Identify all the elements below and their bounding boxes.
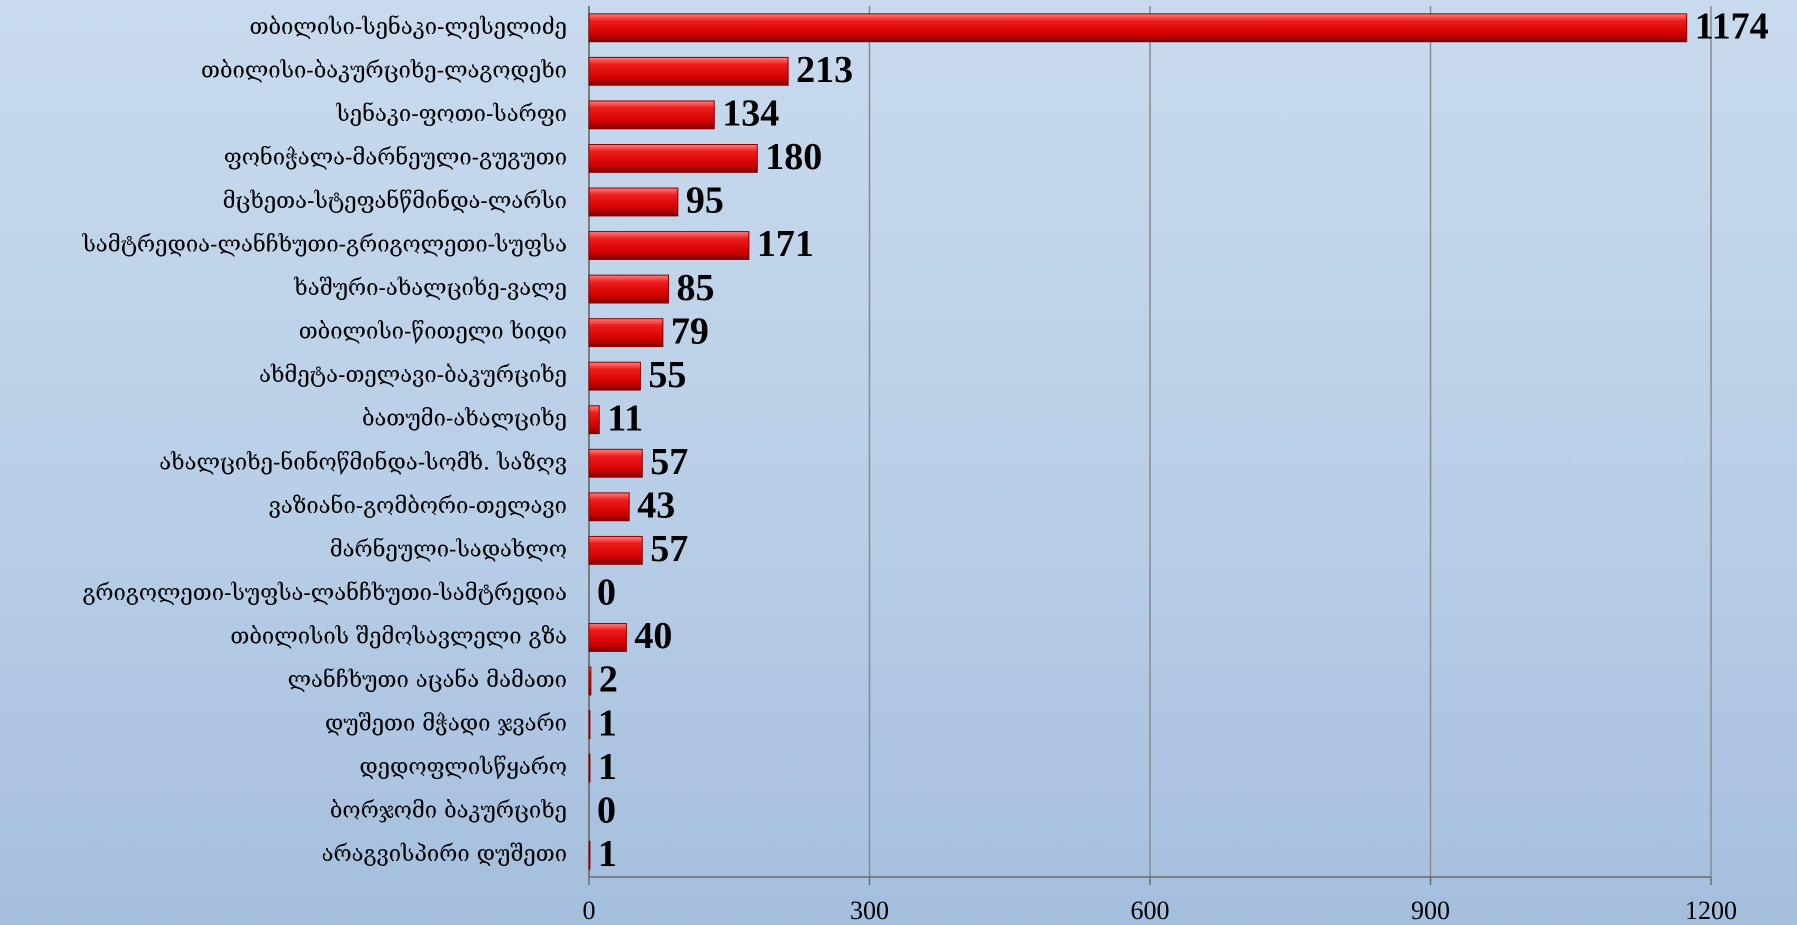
y-tick-label: თბილისი-წითელი ხიდი (299, 320, 567, 345)
data-label: 43 (637, 485, 675, 527)
data-label: 1174 (1695, 5, 1769, 47)
bar (588, 274, 669, 304)
bar (588, 405, 600, 435)
data-label: 134 (722, 93, 779, 135)
y-tick-label: ბორჯომი ბაკურციხე (330, 799, 567, 824)
data-label: 85 (676, 267, 714, 309)
x-tick-label: 1200 (1685, 896, 1737, 925)
y-tick-label: თბილისი-სენაკი-ლესელიძე (250, 14, 567, 40)
data-label: 55 (648, 354, 686, 396)
data-label: 40 (634, 615, 672, 657)
bar (588, 231, 750, 260)
data-label: 171 (757, 223, 814, 265)
data-label: 95 (686, 180, 724, 222)
bar (588, 623, 627, 652)
y-tick-label: ახალციხე-ნინოწმინდა-სომხ. საზღვ (159, 449, 567, 475)
bar (588, 143, 758, 173)
y-tick-label: ხაშური-ახალციხე-ვალე (293, 276, 567, 301)
data-label: 0 (597, 572, 616, 614)
bar (588, 361, 641, 391)
bar (588, 187, 679, 217)
x-tick-label: 600 (1131, 896, 1170, 925)
bar (588, 666, 592, 696)
bar (588, 710, 591, 740)
y-tick-label: თბილისის შემოსავლელი გზა (230, 624, 567, 649)
data-label: 0 (597, 789, 616, 831)
y-tick-label: მცხეთა-სტეფანწმინდა-ლარსი (223, 188, 567, 214)
bar (588, 535, 643, 565)
data-label: 180 (765, 136, 822, 178)
y-tick-label: სენაკი-ფოთი-სარფი (335, 101, 567, 127)
y-tick-label: გრიგოლეთი-სუფსა-ლანჩხუთი-სამტრედია (82, 580, 567, 606)
bar (588, 56, 789, 86)
data-label: 213 (796, 49, 853, 91)
data-label: 1 (598, 833, 617, 875)
y-tick-label: ახმეტა-თელავი-ბაკურციხე (259, 363, 567, 388)
bar (588, 318, 664, 348)
bar (588, 840, 591, 870)
y-tick-label: თბილისი-ბაკურციხე-ლაგოდეხი (201, 58, 567, 83)
y-tick-label: დუშეთი მჭადი ჯვარი (325, 712, 567, 737)
y-tick-label: ფონიჭალა-მარნეული-გუგუთი (224, 144, 567, 170)
y-tick-label: ბათუმი-ახალციხე (362, 407, 567, 432)
data-label: 11 (607, 397, 643, 439)
y-tick-label: მარნეული-სადახლო (330, 536, 567, 562)
bar (588, 753, 591, 783)
bar (588, 492, 630, 522)
data-label: 1 (598, 702, 617, 744)
data-label: 1 (598, 746, 617, 788)
y-tick-label: სამტრედია-ლანჩხუთი-გრიგოლეთი-სუფსა (81, 232, 567, 258)
bar (588, 13, 1688, 43)
data-label: 57 (650, 528, 688, 570)
data-label: 2 (599, 659, 618, 701)
data-label: 57 (650, 441, 688, 483)
bar (588, 100, 715, 130)
x-tick-label: 900 (1411, 896, 1450, 925)
x-tick-label: 300 (850, 896, 889, 925)
y-tick-label: ლანჩხუთი აცანა მამათი (288, 667, 567, 693)
y-tick-label: ვაზიანი-გომბორი-თელავი (269, 493, 567, 519)
y-tick-label: დედოფლისწყარო (359, 755, 567, 780)
bar (588, 448, 643, 478)
x-tick-label: 0 (583, 896, 596, 925)
y-tick-label: არაგვისპირი დუშეთი (322, 842, 567, 867)
data-label: 79 (671, 310, 709, 352)
